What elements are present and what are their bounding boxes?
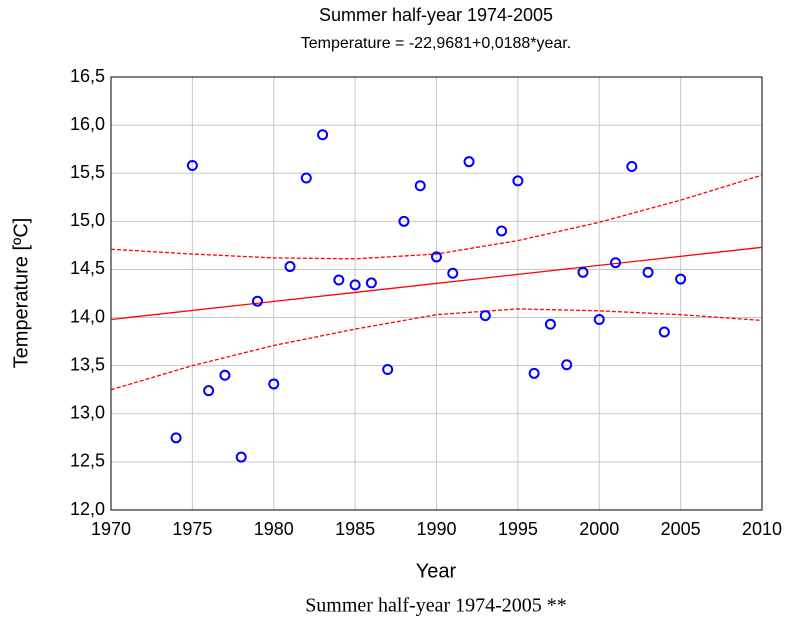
point — [626, 160, 638, 172]
x-tick-label: 2010 — [742, 519, 782, 539]
chart-subtitle: Temperature = -22,9681+0,0188*year. — [301, 35, 571, 52]
y-axis-label: Temperature [ºC] — [10, 218, 32, 369]
point — [317, 129, 329, 141]
point — [610, 257, 622, 269]
y-tick-label: 14,0 — [70, 306, 105, 326]
point — [235, 451, 247, 463]
point — [447, 267, 459, 279]
x-tick-label: 1970 — [91, 519, 131, 539]
y-tick-label: 12,5 — [70, 451, 105, 471]
x-tick-label: 1985 — [335, 519, 375, 539]
point — [349, 279, 361, 291]
point — [251, 295, 263, 307]
point — [382, 364, 394, 376]
x-tick-label: 1990 — [416, 519, 456, 539]
point — [398, 215, 410, 227]
point — [186, 160, 198, 172]
caption: Summer half-year 1974-2005 ** — [305, 595, 567, 617]
point — [528, 367, 540, 379]
point — [284, 261, 296, 273]
fit-line — [111, 246, 762, 321]
point — [463, 156, 475, 168]
point — [203, 385, 215, 397]
y-tick-label: 15,5 — [70, 162, 105, 182]
x-tick-label: 1980 — [254, 519, 294, 539]
point — [431, 251, 442, 263]
point — [561, 359, 573, 371]
confidence-band — [111, 174, 762, 260]
plot-frame — [110, 76, 763, 511]
point — [219, 369, 231, 381]
y-tick-label: 13,5 — [70, 354, 105, 374]
point — [512, 175, 524, 187]
point — [300, 172, 312, 184]
point — [658, 326, 670, 338]
point — [414, 180, 426, 192]
x-tick-label: 2005 — [661, 519, 701, 539]
point — [675, 273, 687, 285]
point — [170, 432, 182, 444]
x-axis-label: Year — [416, 560, 457, 582]
point — [365, 277, 377, 289]
point — [268, 378, 280, 390]
y-tick-label: 16,5 — [70, 66, 105, 86]
y-tick-label: 15,0 — [70, 210, 105, 230]
y-tick-label: 16,0 — [70, 114, 105, 134]
x-tick-label: 2000 — [579, 519, 619, 539]
y-tick-label: 12,0 — [70, 499, 105, 519]
point — [333, 274, 345, 286]
point — [544, 318, 556, 330]
point — [496, 225, 508, 237]
point — [642, 266, 654, 278]
point — [593, 313, 605, 325]
y-tick-label: 13,0 — [70, 403, 105, 423]
chart-title: Summer half-year 1974-2005 — [319, 5, 553, 25]
x-tick-label: 1995 — [498, 519, 538, 539]
point — [577, 266, 589, 278]
x-tick-label: 1975 — [172, 519, 212, 539]
y-tick-label: 14,5 — [70, 258, 105, 278]
point — [479, 310, 491, 322]
